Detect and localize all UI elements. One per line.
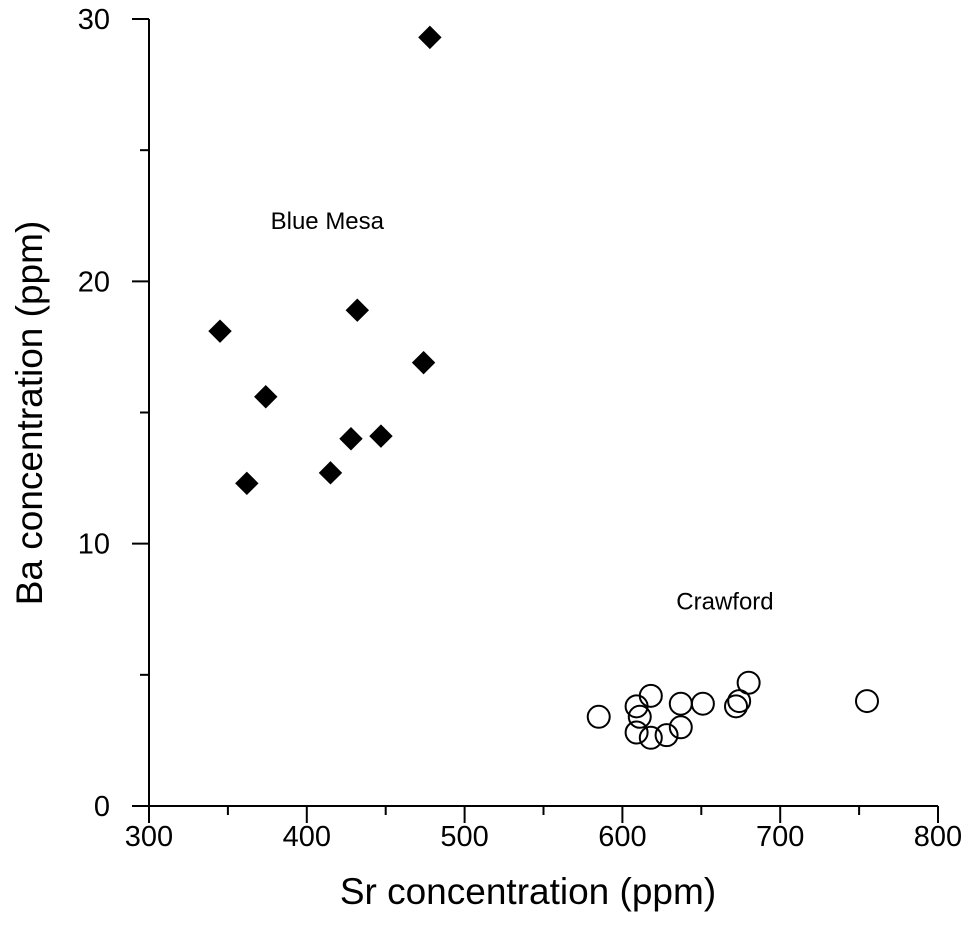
x-tick-label: 500 xyxy=(440,821,488,853)
crawford-point xyxy=(690,691,715,716)
axes xyxy=(148,19,938,807)
blue-mesa-point xyxy=(345,298,370,322)
crawford-point xyxy=(654,723,679,748)
crawford-point xyxy=(586,704,611,729)
x-axis-title: Sr concentration (ppm) xyxy=(340,871,716,912)
crawford-point xyxy=(736,670,761,695)
blue-mesa-point xyxy=(418,25,442,50)
blue-mesa-point xyxy=(339,427,363,451)
crawford-point xyxy=(627,704,652,729)
crawford-point xyxy=(668,715,693,740)
tick-labels: 300 400 500 600 700 800 0 10 20 30 xyxy=(78,4,962,853)
annotations: Blue Mesa Crawford xyxy=(271,208,774,615)
blue-mesa-point xyxy=(208,319,232,343)
y-axis-title: Ba concentration (ppm) xyxy=(9,221,50,606)
data-points xyxy=(208,25,879,750)
blue-mesa-point xyxy=(318,461,343,485)
blue-mesa-point xyxy=(411,350,436,375)
crawford-point xyxy=(854,689,879,714)
y-tick-label: 10 xyxy=(78,529,110,561)
x-tick-label: 800 xyxy=(914,821,962,853)
blue-mesa-point xyxy=(369,424,393,448)
y-tick-label: 0 xyxy=(94,791,110,823)
crawford-point xyxy=(668,691,693,716)
y-tick-label: 20 xyxy=(78,266,110,298)
x-tick-label: 400 xyxy=(283,821,331,853)
x-tick-label: 600 xyxy=(598,821,646,853)
blue-mesa-point xyxy=(254,385,278,409)
group-annotation: Crawford xyxy=(676,588,773,615)
crawford-point xyxy=(624,720,649,745)
group-annotation: Blue Mesa xyxy=(271,208,385,235)
crawford-point xyxy=(638,683,663,708)
crawford-point xyxy=(638,725,663,750)
x-tick-label: 300 xyxy=(125,821,173,853)
x-tick-label: 700 xyxy=(756,821,804,853)
blue-mesa-point xyxy=(235,471,259,496)
y-tick-label: 30 xyxy=(78,4,110,36)
crawford-point xyxy=(724,694,749,719)
ticks xyxy=(132,18,939,823)
